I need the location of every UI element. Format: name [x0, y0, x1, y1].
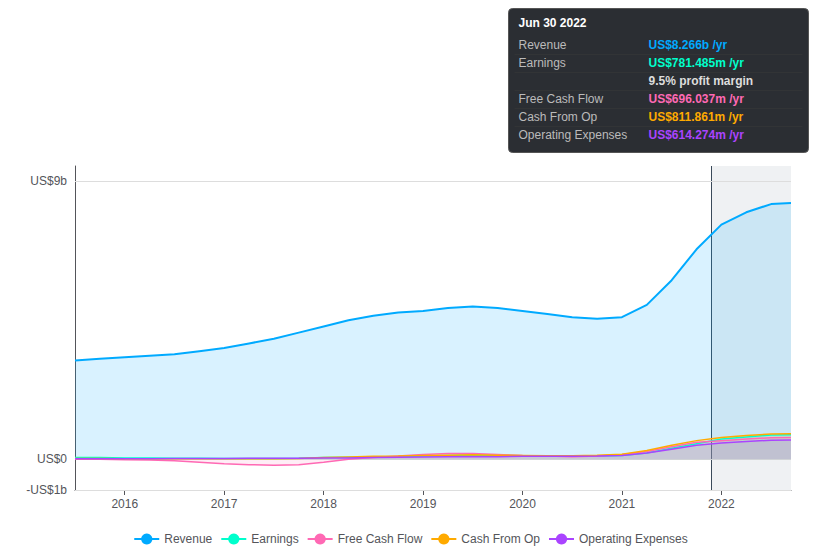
- svg-text:2020: 2020: [509, 497, 536, 511]
- svg-text:9.5% profit margin: 9.5% profit margin: [649, 74, 754, 88]
- svg-text:Free Cash Flow: Free Cash Flow: [338, 532, 423, 546]
- svg-text:2018: 2018: [310, 497, 337, 511]
- svg-text:US$614.274m /yr: US$614.274m /yr: [649, 128, 745, 142]
- svg-text:US$811.861m /yr: US$811.861m /yr: [649, 110, 744, 124]
- svg-text:Revenue: Revenue: [164, 532, 212, 546]
- svg-text:US$696.037m /yr: US$696.037m /yr: [649, 92, 745, 106]
- svg-text:Cash From Op: Cash From Op: [461, 532, 540, 546]
- svg-text:Operating Expenses: Operating Expenses: [579, 532, 688, 546]
- svg-text:-US$1b: -US$1b: [26, 483, 67, 497]
- svg-text:Earnings: Earnings: [519, 56, 566, 70]
- svg-text:Free Cash Flow: Free Cash Flow: [519, 92, 604, 106]
- svg-text:US$8.266b /yr: US$8.266b /yr: [649, 38, 728, 52]
- svg-text:2019: 2019: [410, 497, 437, 511]
- svg-text:2017: 2017: [211, 497, 238, 511]
- svg-text:Jun 30 2022: Jun 30 2022: [519, 16, 587, 30]
- svg-text:US$781.485m /yr: US$781.485m /yr: [649, 56, 745, 70]
- svg-text:Earnings: Earnings: [251, 532, 298, 546]
- svg-text:Cash From Op: Cash From Op: [519, 110, 598, 124]
- svg-text:Operating Expenses: Operating Expenses: [519, 128, 628, 142]
- svg-text:2021: 2021: [609, 497, 636, 511]
- svg-text:US$9b: US$9b: [30, 174, 67, 188]
- svg-text:US$0: US$0: [37, 452, 67, 466]
- svg-text:2022: 2022: [708, 497, 735, 511]
- svg-text:2016: 2016: [111, 497, 138, 511]
- svg-text:Revenue: Revenue: [519, 38, 567, 52]
